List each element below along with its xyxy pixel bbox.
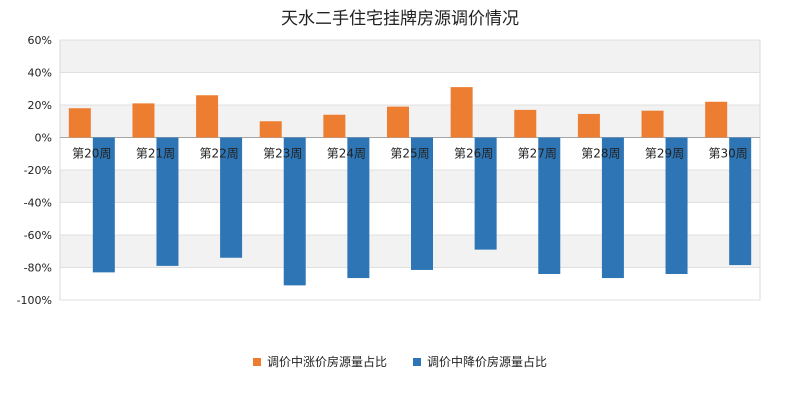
bar-rise bbox=[323, 114, 346, 138]
y-tick-label: 0% bbox=[35, 132, 52, 145]
bar-fall bbox=[729, 137, 752, 266]
bar-fall bbox=[411, 137, 433, 270]
x-tick-label: 第27周 bbox=[518, 147, 557, 161]
bar-rise bbox=[641, 110, 664, 138]
bar-fall bbox=[283, 137, 306, 286]
bar-fall bbox=[347, 137, 370, 279]
legend-label-fall: 调价中降价房源量占比 bbox=[427, 355, 548, 369]
legend-label-rise: 调价中涨价房源量占比 bbox=[266, 355, 387, 369]
y-tick-label: 40% bbox=[28, 67, 52, 80]
x-tick-label: 第23周 bbox=[263, 147, 302, 161]
legend-swatch-rise bbox=[252, 357, 261, 366]
bar-rise bbox=[705, 101, 728, 138]
bar-fall bbox=[665, 137, 688, 274]
x-tick-label: 第29周 bbox=[645, 147, 684, 161]
bar-rise bbox=[68, 108, 91, 138]
y-tick-label: 60% bbox=[28, 34, 52, 47]
x-tick-label: 第30周 bbox=[709, 147, 748, 161]
y-tick-label: -100% bbox=[17, 294, 52, 307]
chart-title: 天水二手住宅挂牌房源调价情况 bbox=[281, 9, 519, 29]
bar-rise bbox=[514, 109, 537, 138]
bar-fall bbox=[92, 137, 115, 273]
legend-item-fall: 调价中降价房源量占比 bbox=[413, 353, 547, 370]
legend: 调价中涨价房源量占比 调价中降价房源量占比 bbox=[0, 353, 800, 370]
bar-fall bbox=[220, 137, 243, 258]
bar-fall bbox=[601, 137, 624, 279]
x-tick-label: 第25周 bbox=[390, 147, 429, 161]
bar-rise bbox=[132, 103, 155, 138]
x-tick-label: 第24周 bbox=[327, 147, 366, 161]
bar-fall bbox=[538, 137, 561, 274]
bar-rise bbox=[450, 87, 473, 138]
grid-band bbox=[60, 40, 760, 73]
bar-rise bbox=[387, 106, 409, 138]
x-tick-label: 第26周 bbox=[454, 147, 493, 161]
bar-fall bbox=[156, 137, 179, 266]
y-tick-label: -20% bbox=[24, 164, 52, 177]
x-tick-label: 第21周 bbox=[136, 147, 175, 161]
bar-rise bbox=[196, 95, 219, 138]
bar-fall bbox=[474, 137, 497, 250]
y-tick-label: 20% bbox=[28, 99, 52, 112]
x-tick-label: 第22周 bbox=[199, 147, 238, 161]
legend-swatch-fall bbox=[413, 357, 421, 366]
bar-rise bbox=[577, 113, 600, 138]
y-tick-label: -60% bbox=[24, 229, 52, 242]
legend-item-rise: 调价中涨价房源量占比 bbox=[252, 353, 387, 370]
x-tick-label: 第20周 bbox=[72, 147, 111, 161]
bar-rise bbox=[259, 121, 282, 138]
y-tick-label: -80% bbox=[24, 262, 52, 275]
x-tick-label: 第28周 bbox=[581, 147, 620, 161]
y-tick-label: -40% bbox=[24, 197, 52, 210]
